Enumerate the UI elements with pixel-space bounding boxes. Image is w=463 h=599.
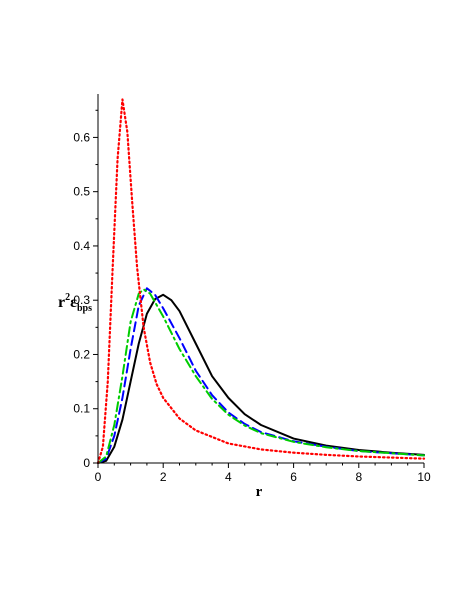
y-axis-label-main: ε [70,294,77,311]
y-tick-label: 0.3 [73,293,90,307]
y-tick-label: 0.1 [73,402,90,416]
x-axis-label: r [256,484,263,500]
x-tick-label: 2 [160,470,167,484]
series-line-1 [97,287,425,464]
y-axis-label-sub: bps [77,303,92,314]
y-tick-label: 0.5 [73,185,90,199]
x-tick-label: 4 [225,470,232,484]
x-tick-label: 8 [355,470,362,484]
y-tick-label: 0.2 [73,347,90,361]
y-tick-label: 0.6 [73,130,90,144]
x-tick-label: 0 [95,470,102,484]
y-tick-label: 0 [83,456,90,470]
axes-layer: 0 2 4 6 8 10 0 0.1 0.2 0.3 0.4 0.5 0.6 [73,94,431,484]
x-tick-label: 6 [290,470,297,484]
series-line-2 [97,288,425,464]
series-line-3 [96,98,426,465]
y-axis-label-base: r [58,294,65,311]
series-layer [96,98,426,465]
x-tick-label: 10 [417,470,431,484]
series-line-0 [97,293,425,464]
y-axis-label: r2εbps [58,292,92,314]
y-axis-label-sup: 2 [65,292,70,303]
y-tick-label: 0.4 [73,239,90,253]
